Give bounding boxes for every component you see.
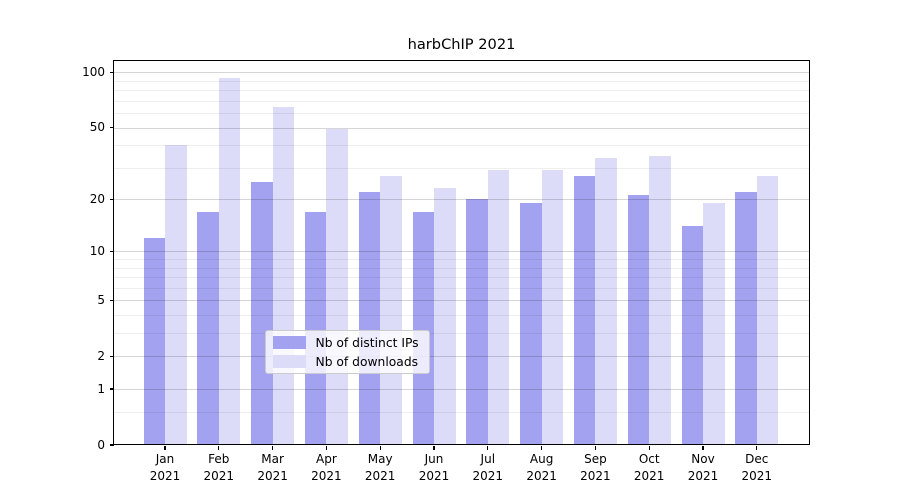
minor-gridline	[113, 113, 810, 114]
bar-ips-mar	[251, 181, 273, 445]
bar-downloads-oct	[649, 155, 671, 445]
bar-downloads-aug	[541, 170, 564, 445]
x-tick-mark	[164, 445, 166, 450]
y-tick-label: 50	[89, 120, 105, 135]
x-tick-label: Oct 2021	[633, 452, 665, 483]
minor-gridline	[113, 100, 810, 102]
y-tick-label: 10	[89, 244, 105, 259]
minor-gridline	[113, 167, 810, 169]
bar-downloads-nov	[703, 203, 725, 445]
y-tick-label: 0	[97, 438, 105, 452]
x-tick-mark	[594, 445, 596, 450]
y-tick-mark	[109, 388, 114, 390]
minor-gridline	[113, 145, 810, 147]
minor-gridline	[113, 259, 810, 260]
x-tick-mark	[648, 445, 650, 450]
minor-gridline	[113, 277, 810, 279]
legend: Nb of distinct IPs Nb of downloads	[264, 330, 430, 374]
y-tick-label: 20	[89, 192, 105, 207]
major-gridline	[113, 300, 810, 302]
x-tick-label: Jul 2021	[472, 452, 504, 483]
minor-gridline	[113, 80, 810, 82]
x-tick-mark	[487, 445, 489, 450]
y-tick-mark	[109, 250, 114, 252]
bar-ips-feb	[197, 211, 219, 445]
x-tick-label: Apr 2021	[311, 452, 342, 483]
legend-label-downloads: Nb of downloads	[315, 354, 419, 369]
minor-gridline	[113, 315, 810, 316]
bar-downloads-jun	[434, 188, 456, 445]
x-tick-label: Aug 2021	[526, 452, 557, 483]
legend-item-downloads: Nb of downloads	[272, 354, 429, 369]
bar-ips-apr	[304, 211, 327, 445]
y-tick-mark	[109, 299, 114, 301]
legend-swatch-downloads	[272, 355, 306, 368]
bar-ips-jan	[143, 237, 165, 445]
bar-downloads-feb	[218, 78, 241, 445]
x-tick-label: Jan 2021	[149, 452, 181, 483]
x-tick-label: Feb 2021	[203, 452, 235, 483]
major-gridline	[113, 251, 810, 253]
bar-ips-jun	[412, 211, 434, 445]
legend-item-distinct-ips: Nb of distinct IPs	[272, 335, 429, 350]
major-gridline	[113, 72, 810, 74]
bar-downloads-dec	[756, 175, 779, 445]
bar-ips-may	[358, 191, 381, 445]
legend-swatch-distinct-ips	[272, 336, 306, 349]
bar-ips-dec	[735, 191, 757, 445]
plot-frame	[112, 60, 811, 446]
x-tick-label: Dec 2021	[741, 452, 773, 483]
bar-ips-jul	[466, 199, 488, 445]
major-gridline	[113, 199, 810, 201]
bar-downloads-may	[380, 175, 402, 445]
x-tick-mark	[379, 445, 381, 450]
x-tick-mark	[433, 445, 435, 450]
y-tick-mark	[109, 198, 114, 200]
x-tick-mark	[756, 445, 758, 450]
x-tick-mark	[272, 445, 274, 450]
y-tick-mark	[109, 355, 114, 357]
bar-downloads-jul	[487, 170, 510, 445]
bar-downloads-sep	[595, 157, 617, 445]
x-tick-label: Mar 2021	[257, 452, 288, 483]
bar-downloads-jan	[165, 145, 187, 445]
minor-gridline	[113, 287, 810, 289]
x-tick-label: Nov 2021	[687, 452, 719, 483]
bar-ips-aug	[520, 203, 542, 445]
chart-title: harbChIP 2021	[407, 36, 516, 53]
major-gridline	[113, 127, 810, 129]
bar-ips-oct	[627, 195, 650, 445]
x-tick-mark	[325, 445, 327, 450]
x-tick-label: Jun 2021	[418, 452, 450, 483]
x-tick-label: May 2021	[364, 452, 396, 483]
y-tick-mark	[109, 444, 114, 446]
x-tick-label: Sep 2021	[580, 452, 611, 483]
x-tick-mark	[702, 445, 704, 450]
minor-gridline	[113, 412, 810, 414]
minor-gridline	[113, 333, 810, 334]
y-tick-label: 2	[97, 349, 105, 364]
minor-gridline	[113, 90, 810, 92]
x-tick-mark	[218, 445, 220, 450]
minor-gridline	[113, 267, 810, 269]
major-gridline	[113, 356, 810, 358]
x-tick-mark	[541, 445, 543, 450]
y-tick-mark	[109, 126, 114, 129]
y-tick-label: 1	[97, 382, 105, 397]
legend-label-distinct-ips: Nb of distinct IPs	[315, 335, 419, 350]
y-tick-mark	[109, 71, 114, 73]
y-tick-label: 100	[82, 65, 105, 80]
bar-ips-nov	[681, 226, 703, 445]
bar-ips-sep	[573, 175, 596, 445]
major-gridline	[113, 389, 810, 390]
y-tick-label: 5	[97, 293, 105, 308]
